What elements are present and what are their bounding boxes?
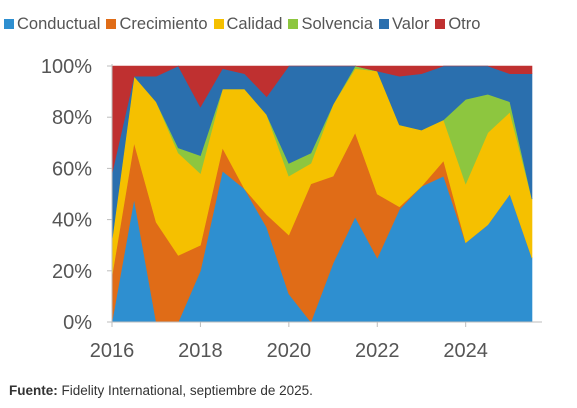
- x-tick-label: 2022: [355, 340, 400, 362]
- legend-item-calidad: Calidad: [213, 14, 283, 34]
- legend-swatch: [106, 19, 117, 29]
- x-tick-label: 2018: [178, 340, 223, 362]
- legend-swatch: [213, 19, 224, 29]
- y-tick-label: 40%: [52, 210, 92, 232]
- y-tick-label: 80%: [52, 107, 92, 129]
- source-text: Fidelity International, septiembre de 20…: [57, 383, 313, 398]
- chart-axes: [107, 64, 542, 327]
- legend-swatch: [379, 19, 390, 29]
- legend-label: Calidad: [226, 14, 283, 33]
- x-tick-label: 2020: [267, 340, 312, 362]
- legend-item-otro: Otro: [435, 15, 480, 34]
- chart-areas: [111, 65, 533, 323]
- legend-label: Otro: [448, 14, 481, 33]
- x-tick-label: 2024: [443, 340, 488, 362]
- legend-swatch: [4, 19, 14, 29]
- legend-label: Conductual: [17, 14, 101, 33]
- y-axis-labels: 0% 20% 40% 60% 80% 100%: [41, 56, 92, 334]
- legend-swatch: [435, 19, 446, 29]
- y-tick-label: 100%: [41, 56, 92, 78]
- x-tick-label: 2016: [90, 340, 135, 362]
- source-note: Fuente: Fidelity International, septiemb…: [9, 383, 313, 398]
- y-tick-label: 60%: [52, 158, 92, 180]
- x-axis-labels: 2016 2018 2020 2022 2024: [90, 340, 488, 362]
- y-tick-label: 20%: [52, 261, 92, 283]
- legend-label: Solvencia: [301, 14, 374, 33]
- legend-label: Valor: [392, 14, 430, 33]
- area-otro: [111, 65, 533, 174]
- chart-legend: Conductual Crecimiento Calidad Solvencia Val…: [4, 13, 486, 35]
- legend-swatch: [288, 19, 299, 29]
- legend-item-conductual: Conductual: [4, 15, 100, 34]
- source-label: Fuente:: [9, 383, 58, 398]
- y-tick-label: 0%: [63, 312, 92, 334]
- legend-item-solvencia: Solvencia: [288, 15, 373, 34]
- legend-item-crecimiento: Crecimiento: [106, 14, 208, 34]
- legend-label: Crecimiento: [119, 14, 208, 33]
- legend-item-valor: Valor: [379, 15, 429, 34]
